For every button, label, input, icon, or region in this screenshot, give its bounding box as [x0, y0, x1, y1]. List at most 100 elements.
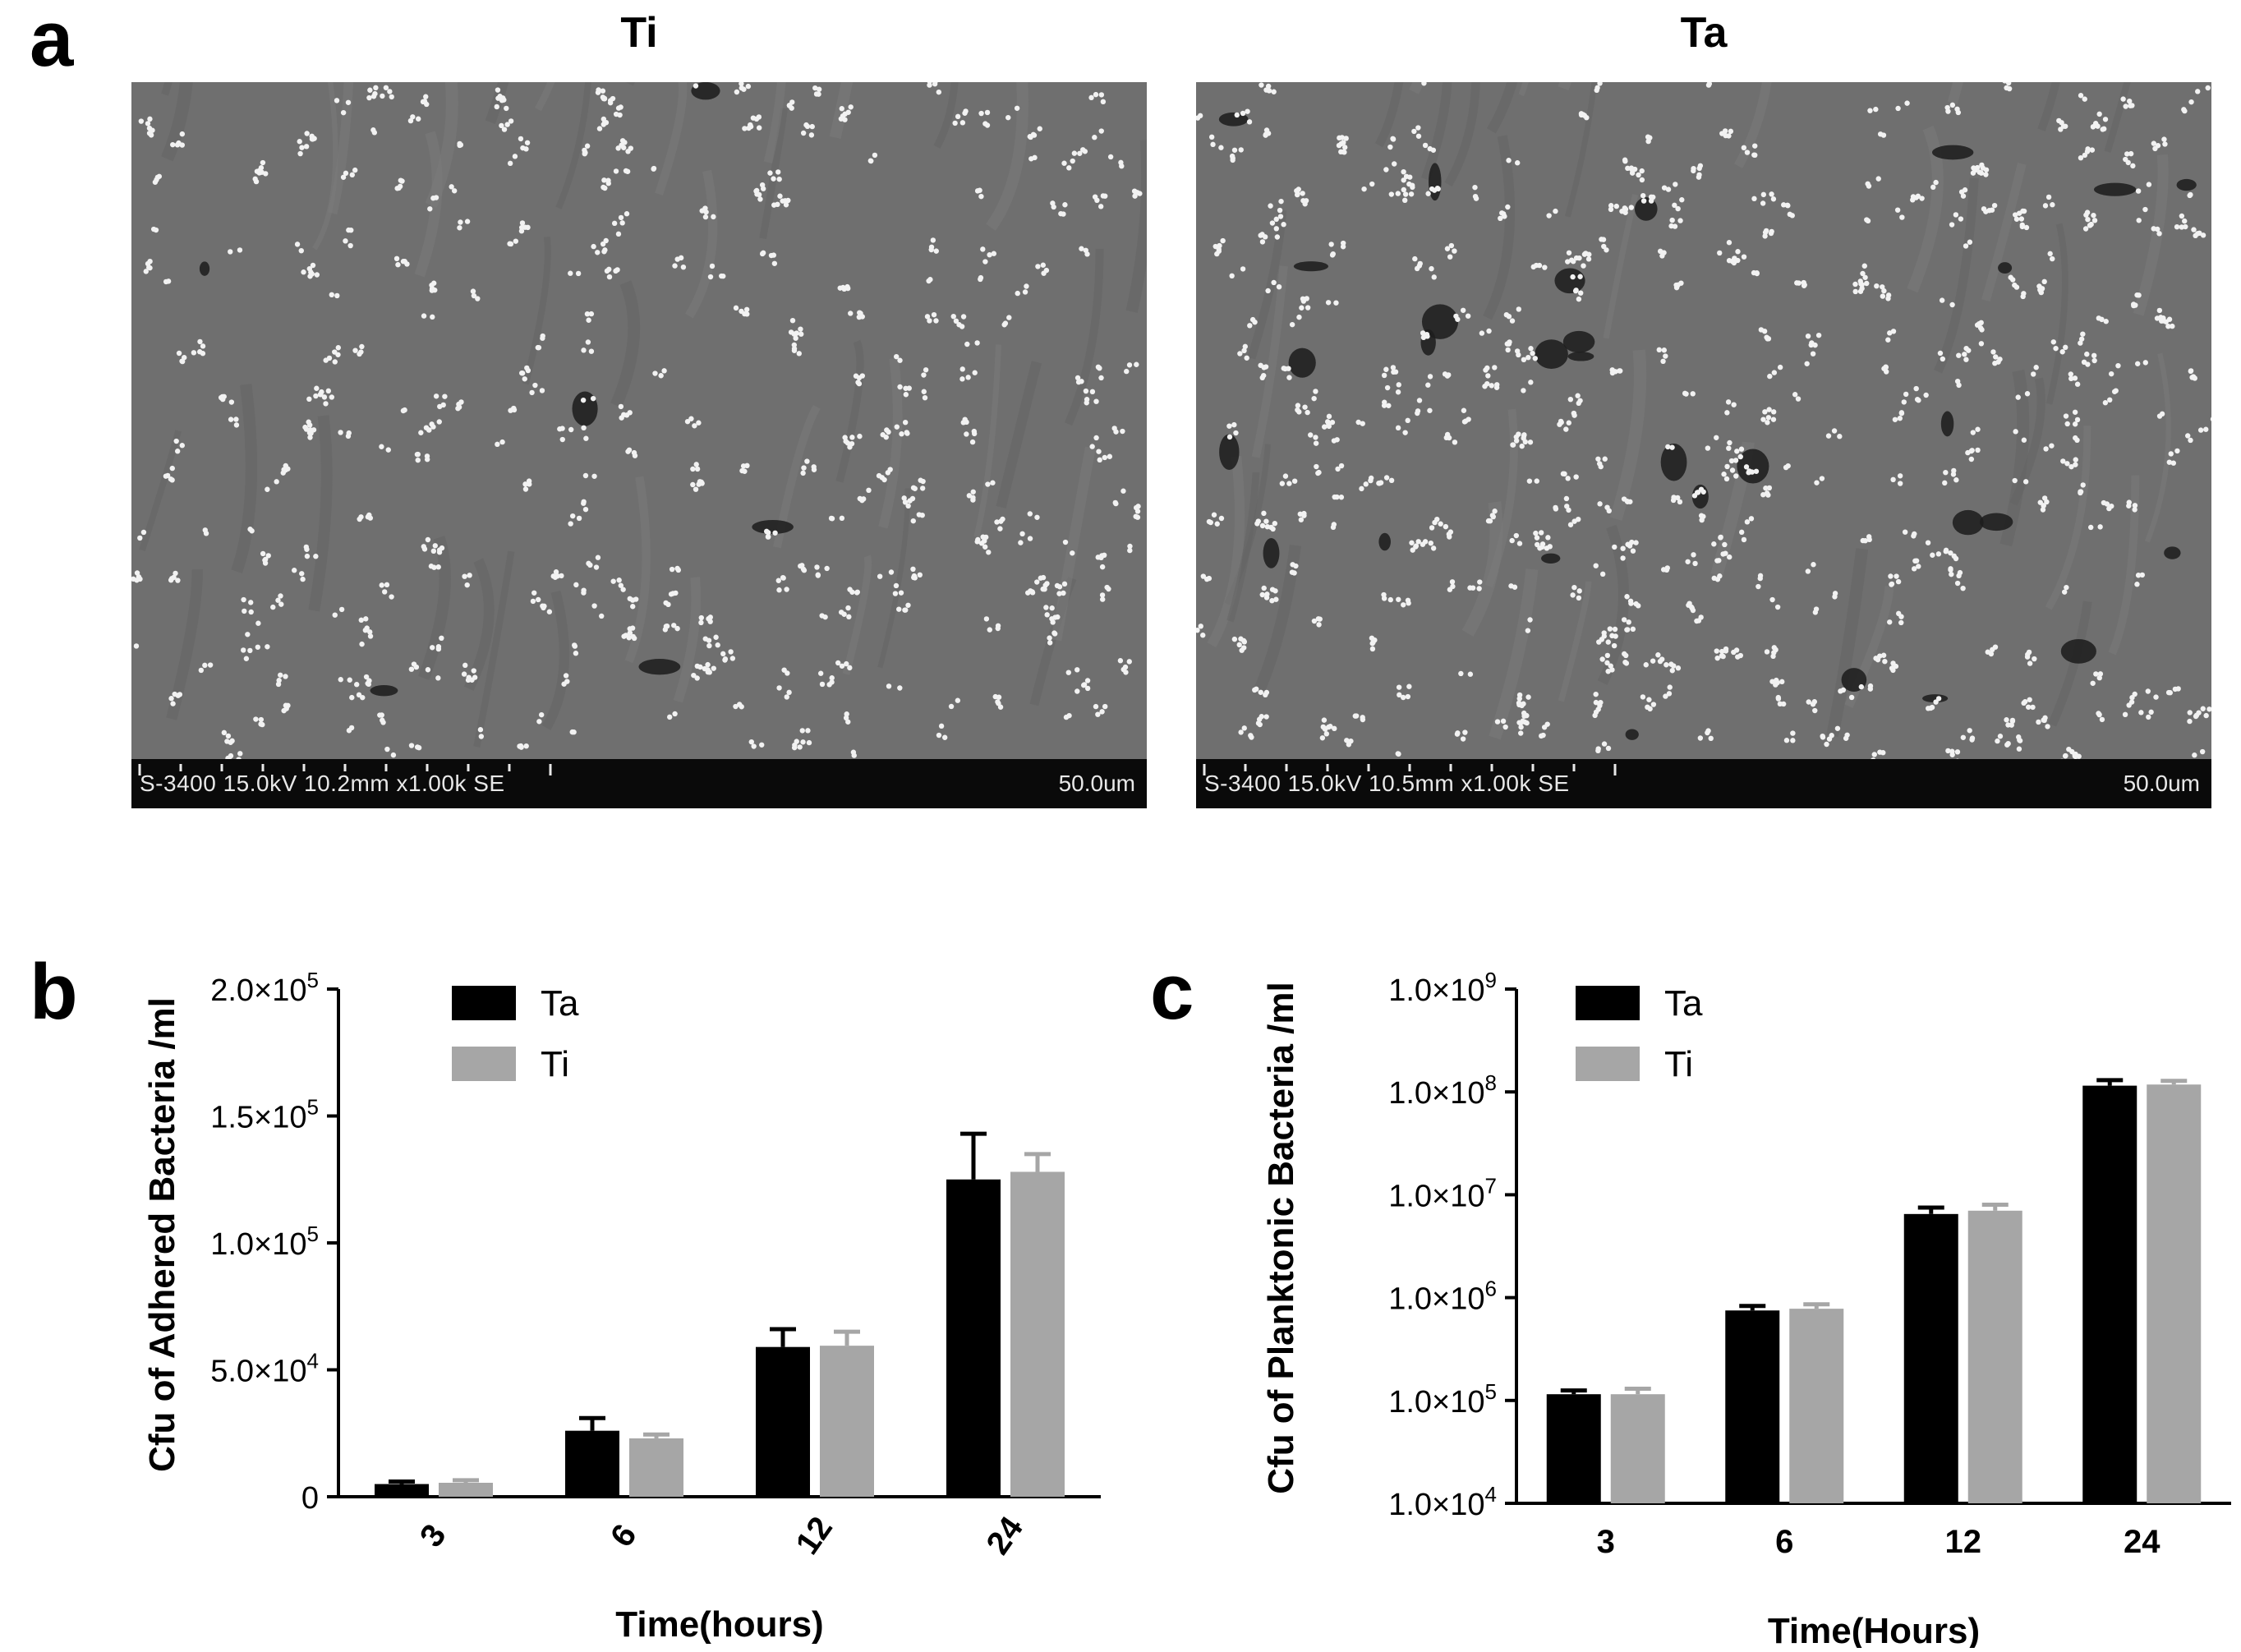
bacterium	[1445, 246, 1450, 251]
bacterium	[1275, 234, 1280, 239]
bacteria-cluster	[1539, 541, 1553, 550]
bacterium	[1714, 656, 1719, 660]
bacteria-cluster	[1353, 713, 1365, 722]
bacterium	[1631, 548, 1636, 553]
bacterium	[1429, 525, 1434, 530]
bacterium	[352, 347, 357, 352]
bacteria-cluster	[1640, 694, 1656, 711]
bacterium	[1936, 551, 1941, 556]
bacteria-cluster	[1694, 614, 1704, 624]
bacteria-cluster	[1079, 246, 1089, 257]
bacteria-cluster	[1196, 113, 1203, 121]
y-tick-label: 1.5×105	[210, 1095, 319, 1135]
bacteria-cluster	[667, 711, 678, 720]
bacterium	[1452, 248, 1456, 253]
bar-ta-12	[756, 1347, 810, 1497]
bacterium	[1132, 188, 1137, 193]
bacterium	[1410, 182, 1415, 187]
bacterium	[1265, 524, 1270, 529]
bacterium	[1135, 515, 1140, 520]
bacterium	[757, 125, 762, 130]
bacteria-cluster	[628, 596, 639, 610]
bacterium	[897, 384, 902, 389]
bacterium	[939, 724, 944, 729]
bacterium	[1259, 232, 1264, 237]
bacterium	[1264, 595, 1269, 600]
bacterium	[233, 416, 238, 421]
bacterium	[671, 623, 676, 628]
bacterium	[1563, 426, 1568, 431]
bacteria-cluster	[670, 566, 681, 573]
bacterium	[513, 154, 518, 159]
bacteria-cluster	[2016, 734, 2022, 752]
bacterium	[1950, 103, 1955, 108]
bacterium	[560, 437, 565, 442]
bacterium	[1097, 458, 1102, 462]
bacterium	[1392, 161, 1397, 166]
bacterium	[1212, 513, 1217, 518]
bacterium	[713, 635, 718, 640]
bacterium	[430, 424, 435, 429]
bacterium	[222, 730, 227, 735]
bacterium	[1401, 602, 1406, 607]
bacterium	[2059, 349, 2064, 354]
bacterium	[1912, 566, 1917, 571]
bacteria-cluster	[318, 392, 329, 407]
bacterium	[1806, 334, 1811, 338]
bacterium	[2088, 525, 2093, 530]
surface-streak	[2050, 224, 2065, 404]
bacterium	[730, 656, 735, 660]
bacteria-cluster	[2088, 524, 2103, 530]
bacterium	[702, 205, 707, 210]
bacterium	[1364, 481, 1369, 486]
bacterium	[2004, 85, 2009, 90]
bacteria-cluster	[346, 228, 353, 232]
bacterium	[1745, 519, 1750, 524]
bacterium	[746, 84, 751, 89]
bacterium	[1882, 659, 1887, 664]
bacterium	[1333, 300, 1338, 305]
bacterium	[920, 479, 925, 484]
bacterium	[1515, 160, 1520, 165]
bacterium	[278, 673, 283, 678]
bacterium	[1271, 280, 1276, 285]
bacterium	[1038, 127, 1042, 131]
bacteria-cluster	[1769, 678, 1784, 688]
bacterium	[1894, 573, 1898, 578]
bacteria-cluster	[1359, 476, 1374, 491]
bacterium	[502, 127, 507, 131]
bacterium	[1270, 527, 1275, 531]
bacterium	[771, 176, 775, 181]
bacterium	[1085, 678, 1090, 683]
bacteria-cluster	[1201, 573, 1212, 582]
bacterium	[197, 339, 202, 344]
bacterium	[1912, 531, 1917, 536]
bacterium	[1896, 611, 1901, 616]
bacterium	[591, 396, 596, 401]
bacteria-cluster	[1546, 209, 1558, 219]
bacterium	[1252, 688, 1257, 693]
bacteria-cluster	[1453, 308, 1470, 322]
bacterium	[1232, 148, 1237, 153]
bacterium	[508, 161, 513, 166]
bacterium	[931, 237, 936, 242]
bacterium	[175, 142, 180, 147]
bacterium	[1396, 597, 1401, 602]
bacterium	[1735, 654, 1740, 659]
bacteria-cluster	[2078, 146, 2095, 160]
bacterium	[2019, 216, 2024, 221]
x-axis-title: Time(hours)	[615, 1604, 823, 1645]
bacterium	[523, 146, 528, 151]
bacteria-cluster	[1661, 565, 1670, 573]
bacterium	[1466, 416, 1470, 421]
bacterium	[1539, 530, 1544, 535]
bacterium	[1397, 693, 1401, 697]
bacterium	[524, 366, 529, 370]
bacterium	[665, 602, 670, 607]
bacterium	[180, 359, 185, 364]
surface-pit	[1263, 538, 1280, 568]
bacterium	[859, 498, 864, 503]
bacterium	[1989, 651, 1994, 656]
bacterium	[1979, 341, 1984, 346]
x-tick-label: 3	[413, 1518, 453, 1553]
